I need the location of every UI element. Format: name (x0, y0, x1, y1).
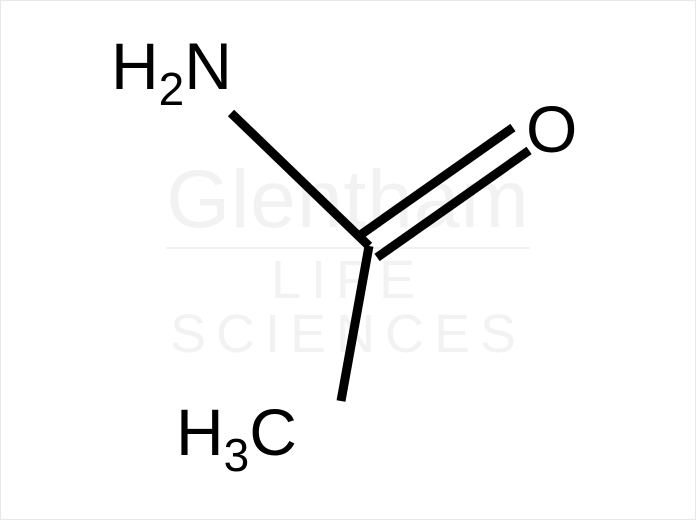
atom-label-nitrogen: H2N (111, 33, 232, 100)
atom-label-methyl: H3C (176, 399, 297, 466)
atom-label-oxygen: O (526, 96, 577, 162)
molecule-structure (1, 1, 696, 521)
